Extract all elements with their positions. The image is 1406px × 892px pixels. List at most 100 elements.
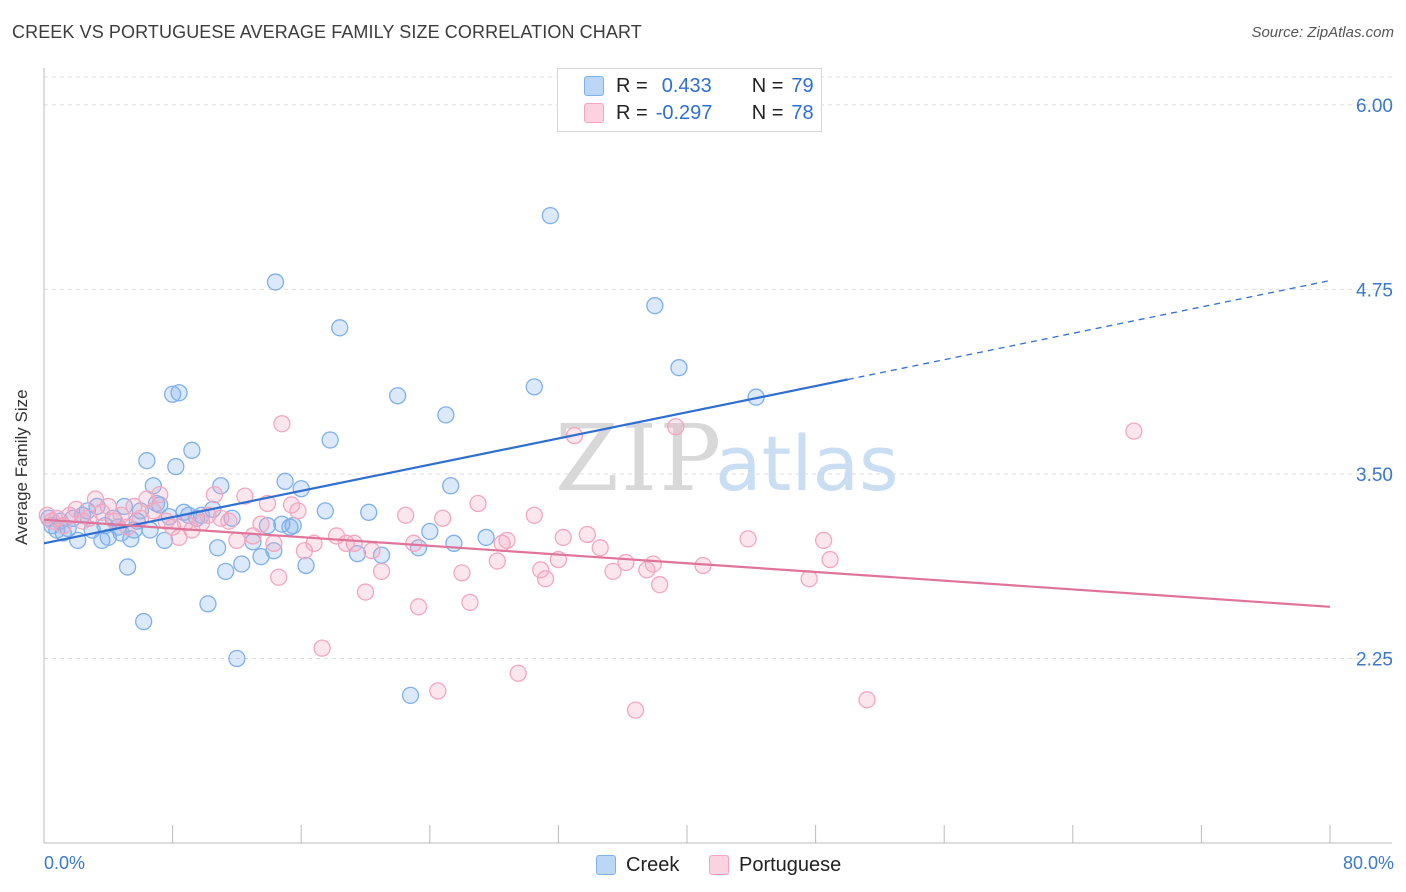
- data-point-portuguese: [739, 530, 757, 548]
- x-tick-label-max: 80.0%: [1342, 853, 1394, 873]
- y-tick-label: 2.25: [1356, 649, 1393, 670]
- data-point-portuguese: [858, 691, 876, 709]
- x-tick-label-min: 0.0%: [44, 853, 86, 873]
- data-point-portuguese: [821, 550, 839, 569]
- data-point-creek: [297, 556, 315, 575]
- data-point-creek: [233, 555, 251, 573]
- data-point-portuguese: [282, 496, 301, 514]
- data-point-portuguese: [273, 415, 291, 433]
- legend-n-label: N =: [751, 74, 784, 97]
- data-point-creek: [331, 319, 349, 337]
- data-point-portuguese: [578, 525, 596, 544]
- data-point-portuguese: [244, 527, 262, 545]
- data-point-portuguese: [651, 576, 669, 594]
- legend-swatch-portuguese: [584, 103, 604, 123]
- data-point-portuguese: [644, 555, 662, 573]
- data-point-creek: [199, 595, 217, 613]
- data-point-portuguese: [814, 531, 833, 550]
- data-point-portuguese: [498, 531, 516, 550]
- data-point-creek: [163, 385, 182, 403]
- data-point-portuguese: [461, 593, 479, 612]
- trend-lines: [43, 279, 1331, 608]
- trend-line-extension-creek: [847, 279, 1331, 381]
- data-point-creek: [360, 503, 378, 521]
- bottom-legend-label-creek: Creek: [626, 853, 680, 876]
- data-point-creek: [442, 477, 460, 495]
- series-portuguese-points: [38, 415, 1143, 719]
- data-point-portuguese: [356, 583, 375, 601]
- data-point-portuguese: [289, 502, 307, 520]
- data-point-portuguese: [345, 534, 363, 552]
- data-point-portuguese: [363, 542, 381, 560]
- data-point-portuguese: [99, 497, 117, 516]
- data-point-creek: [348, 545, 367, 563]
- data-point-creek: [437, 406, 455, 424]
- legend-r-label: R =: [616, 101, 648, 124]
- data-point-creek: [228, 649, 246, 668]
- legend-n-value: 78: [791, 101, 814, 124]
- data-point-creek: [316, 502, 334, 520]
- trend-line-portuguese: [43, 518, 1331, 608]
- data-point-portuguese: [626, 701, 645, 719]
- series-creek-points: [40, 206, 765, 705]
- data-point-creek: [183, 441, 201, 459]
- data-point-creek: [212, 477, 230, 495]
- trend-line-creek: [43, 378, 848, 545]
- data-point-creek: [216, 562, 235, 581]
- data-point-creek: [170, 384, 188, 402]
- data-point-portuguese: [509, 664, 527, 682]
- legend-swatch-creek: [584, 76, 604, 96]
- watermark-atlas: atlas: [715, 419, 899, 508]
- data-point-portuguese: [144, 502, 162, 520]
- legend-row-portuguese: R = -0.297 N = 78: [584, 101, 814, 125]
- data-point-creek: [421, 522, 439, 541]
- data-point-portuguese: [667, 418, 685, 436]
- y-tick-label: 6.00: [1356, 96, 1393, 117]
- chart-title: CREEK VS PORTUGUESE AVERAGE FAMILY SIZE …: [12, 22, 642, 42]
- data-point-portuguese: [252, 515, 270, 533]
- data-point-portuguese: [525, 506, 543, 524]
- data-point-portuguese: [220, 512, 238, 530]
- data-point-creek: [646, 297, 664, 315]
- data-point-portuguese: [397, 506, 415, 524]
- bottom-legend-swatch-portuguese: [709, 855, 729, 875]
- data-point-portuguese: [265, 534, 283, 552]
- data-point-creek: [138, 452, 156, 470]
- source-credit: Source: ZipAtlas.com: [1251, 24, 1394, 41]
- data-point-portuguese: [617, 553, 635, 572]
- data-point-portuguese: [372, 562, 391, 581]
- legend-n-label: N =: [751, 101, 784, 124]
- data-point-portuguese: [151, 485, 169, 504]
- legend-r-label: R =: [616, 74, 648, 97]
- data-point-portuguese: [434, 509, 452, 527]
- data-point-portuguese: [800, 570, 818, 588]
- data-point-creek: [525, 378, 543, 396]
- data-point-creek: [135, 612, 153, 631]
- data-point-creek: [258, 516, 277, 535]
- data-point-portuguese: [591, 539, 609, 557]
- data-point-portuguese: [93, 503, 111, 521]
- data-point-creek: [670, 359, 688, 377]
- data-point-portuguese: [313, 639, 331, 657]
- data-point-portuguese: [536, 570, 555, 588]
- data-point-portuguese: [228, 531, 246, 550]
- data-point-portuguese: [270, 568, 288, 586]
- y-tick-labels: 2.25 3.50 4.75 6.00: [1356, 96, 1393, 671]
- data-point-creek: [388, 387, 407, 405]
- data-point-creek: [155, 531, 174, 550]
- correlation-legend: R = 0.433 N = 79 R = -0.297 N = 78: [557, 68, 822, 132]
- legend-r-value: 0.433: [661, 74, 712, 97]
- data-point-portuguese: [429, 682, 447, 700]
- data-point-portuguese: [469, 494, 487, 513]
- data-point-creek: [266, 273, 285, 291]
- bottom-legend-label-portuguese: Portuguese: [739, 853, 842, 876]
- data-point-creek: [276, 472, 294, 490]
- bottom-legend-swatch-creek: [596, 855, 616, 875]
- data-point-portuguese: [205, 485, 224, 504]
- data-point-creek: [401, 686, 420, 705]
- data-point-portuguese: [236, 487, 254, 505]
- data-point-creek: [321, 431, 339, 449]
- data-point-creek: [118, 558, 137, 576]
